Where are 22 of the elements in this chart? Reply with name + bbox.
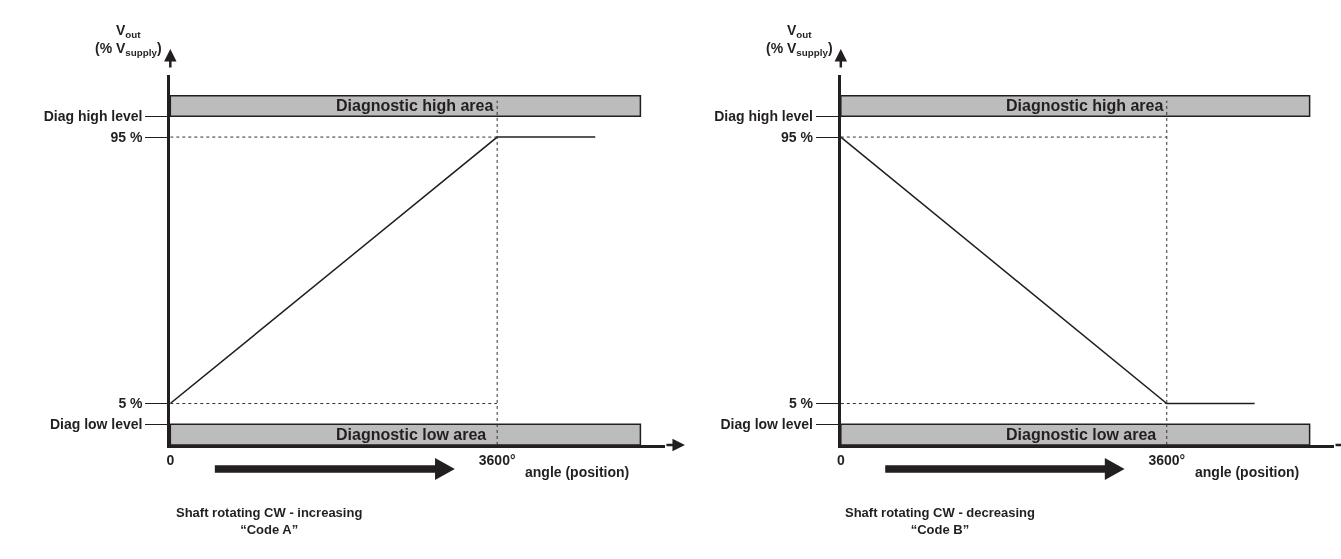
x-axis-title: angle (position) xyxy=(1195,464,1300,480)
y-tick-label: Diag high level xyxy=(43,108,143,125)
y-axis-title: V$_{out}$ (% V$_{supply}$) xyxy=(95,22,162,59)
y-tick-label: 95 % xyxy=(781,128,814,145)
x-tick-label: 3600° xyxy=(478,451,516,468)
x-tick-label: 0 xyxy=(166,451,175,468)
x-tick-label: 0 xyxy=(836,451,845,468)
y-tick-label: 5 % xyxy=(118,395,144,412)
y-tick-label: Diag low level xyxy=(49,416,143,433)
band-label: Diagnostic high area xyxy=(1006,97,1164,114)
y-tick-label: Diag low level xyxy=(720,416,814,433)
band-label: Diagnostic low area xyxy=(1006,426,1157,443)
text: Shaft rotating CW - decreasing “Code B” xyxy=(845,505,1036,537)
band-label: Diagnostic low area xyxy=(336,426,487,443)
y-tick-label: 95 % xyxy=(110,128,144,145)
band-label: Diagnostic high area xyxy=(336,97,494,114)
y-tick-label: Diag high level xyxy=(714,108,814,125)
y-tick-label: 5 % xyxy=(788,395,814,412)
text: Shaft rotating CW - increasing “Code A” xyxy=(176,505,363,537)
x-tick-label: 3600° xyxy=(1148,451,1186,468)
x-axis-title: angle (position) xyxy=(525,464,630,480)
y-axis-title: V$_{out}$ (% V$_{supply}$) xyxy=(766,22,833,59)
